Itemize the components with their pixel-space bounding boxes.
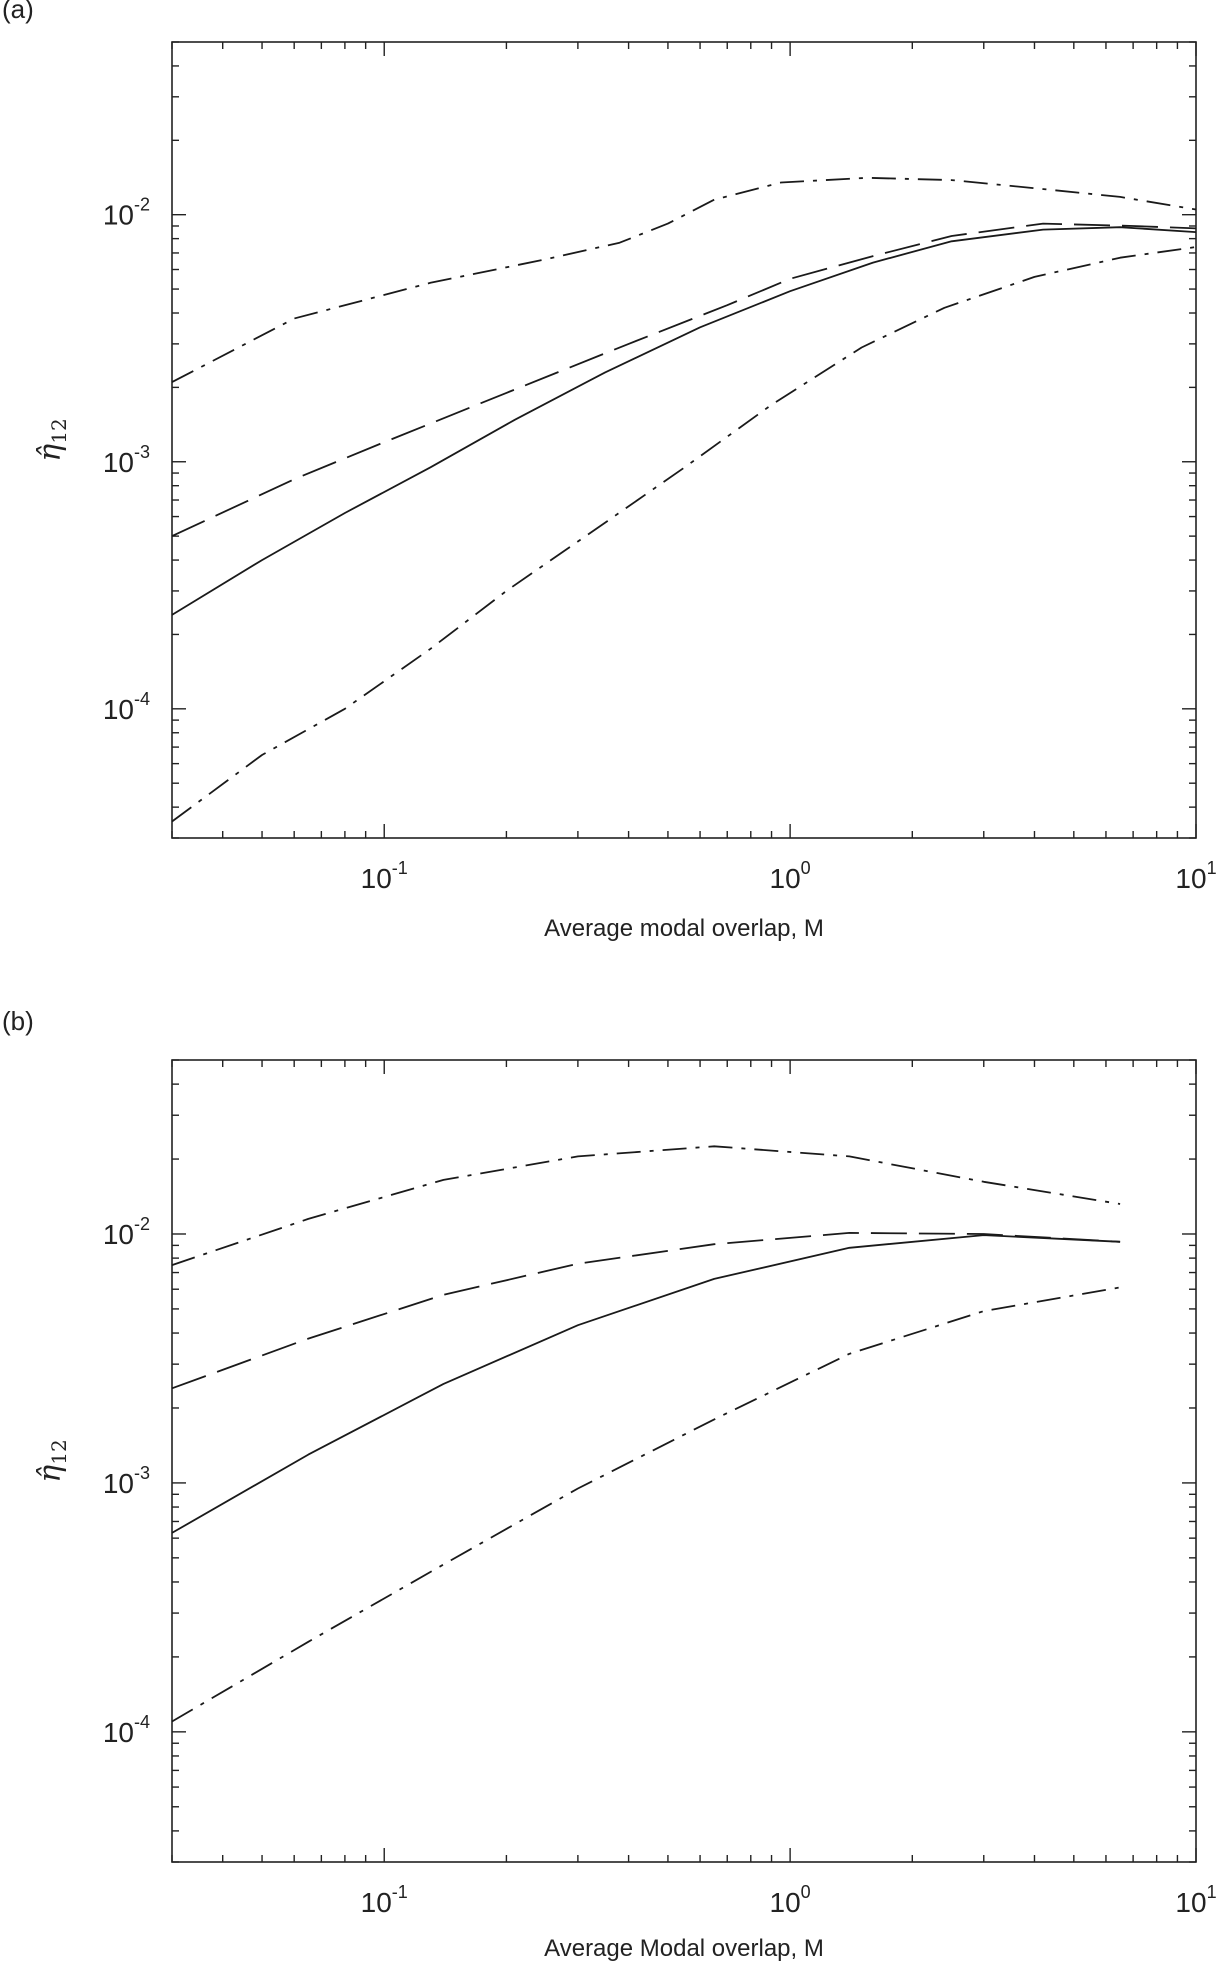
- y-tick-label: 10-3: [103, 442, 150, 478]
- y-tick-label: 10-3: [103, 1463, 150, 1499]
- plot-frame: [171, 41, 1197, 839]
- panel-a: (a) 10-1 100 101 10-4 10-3 10-2 Average modal o…: [2, 0, 1217, 942]
- x-tick-label: 10-1: [361, 1882, 408, 1918]
- plot-frame: [171, 1059, 1197, 1863]
- x-tick-label: 100: [770, 858, 811, 894]
- x-axis-title: Average modal overlap, M: [544, 915, 824, 942]
- y-axis-title: η̂12: [33, 1439, 71, 1482]
- series-line-lower-dash-dot: [171, 246, 1197, 823]
- y-tick-label: 10-2: [103, 195, 150, 231]
- series-line-long-dash: [171, 222, 1197, 537]
- series-line-upper-dash-dot: [171, 176, 1197, 383]
- x-axis-title: Average Modal overlap, M: [544, 1935, 824, 1962]
- y-axis-title: η̂12: [33, 418, 71, 461]
- x-tick-label: 101: [1175, 1882, 1216, 1918]
- x-tick-label: 101: [1175, 858, 1216, 894]
- y-tick-label: 10-4: [103, 1712, 150, 1748]
- y-tick-label: 10-2: [103, 1214, 150, 1250]
- x-tick-label: 100: [770, 1882, 811, 1918]
- x-tick-label: 10-1: [361, 858, 408, 894]
- series-line-solid: [171, 226, 1197, 616]
- series-line-solid: [171, 1234, 1121, 1534]
- panel-label: (a): [2, 0, 34, 24]
- series-line-long-dash: [171, 1232, 1121, 1390]
- series-line-upper-dash-dot: [171, 1145, 1121, 1266]
- panel-b: (b) 10-1 100 101 10-4 10-3 10-2 Average Modal o…: [2, 1006, 1217, 1962]
- y-tick-label: 10-4: [103, 689, 150, 725]
- series-line-lower-dash-dot: [171, 1286, 1121, 1723]
- panel-label: (b): [2, 1006, 34, 1036]
